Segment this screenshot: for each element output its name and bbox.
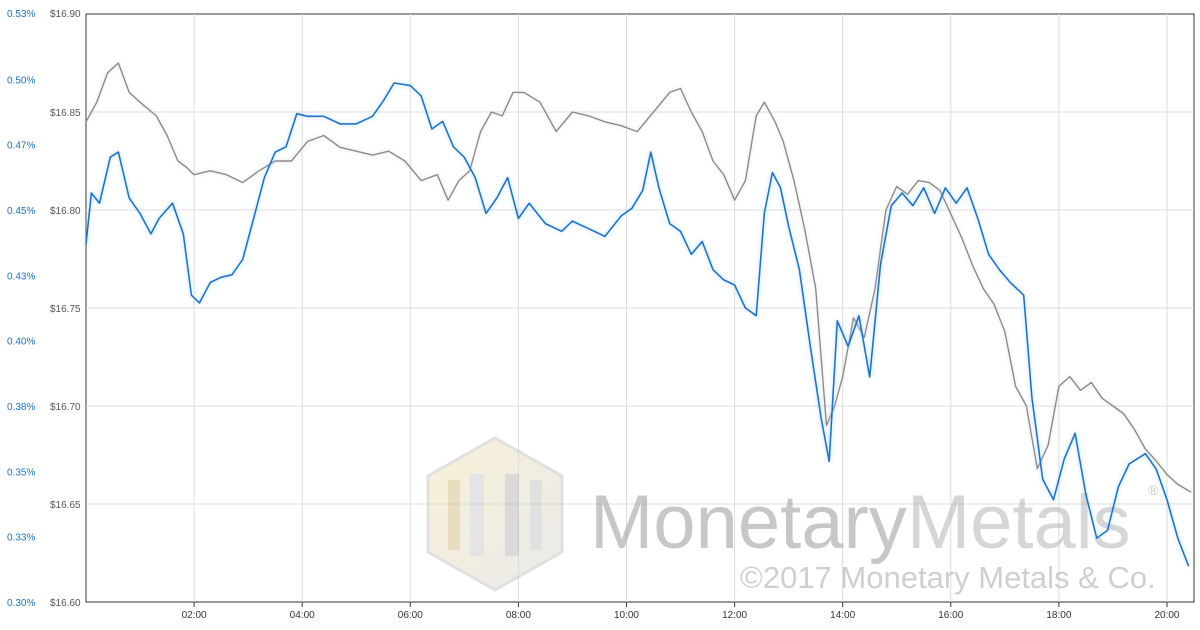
x-axis-tick-label: 12:00 bbox=[722, 610, 747, 621]
left-axis-tick-label: 0.47% bbox=[7, 141, 35, 152]
x-axis-tick-label: 02:00 bbox=[182, 610, 207, 621]
left-axis-tick-label: 0.43% bbox=[7, 271, 35, 282]
left-axis-tick-label: 0.45% bbox=[7, 206, 35, 217]
series-line-blue bbox=[85, 82, 1190, 567]
watermark-brand: MonetaryMetals bbox=[590, 480, 1131, 565]
right-axis-tick-label: $16.60 bbox=[50, 598, 81, 609]
watermark-registered: ® bbox=[1148, 482, 1159, 498]
right-axis-tick-label: $16.65 bbox=[50, 500, 81, 511]
right-axis-tick-label: $16.75 bbox=[50, 304, 81, 315]
left-axis-tick-label: 0.33% bbox=[7, 533, 35, 544]
right-axis-tick-label: $16.90 bbox=[50, 9, 81, 20]
x-axis-tick-label: 06:00 bbox=[398, 610, 423, 621]
right-axis: $16.60 $16.65 $16.70 $16.75 $16.80 $16.85 $16.… bbox=[50, 9, 81, 609]
right-axis-tick-label: $16.80 bbox=[50, 206, 81, 217]
grid bbox=[86, 14, 1194, 602]
watermark: MonetaryMetals ® ©2017 Monetary Metals &… bbox=[426, 436, 1159, 595]
left-axis-tick-label: 0.35% bbox=[7, 467, 35, 478]
series-line-gray bbox=[85, 62, 1192, 493]
left-axis-tick-label: 0.40% bbox=[7, 337, 35, 348]
watermark-copyright: ©2017 Monetary Metals & Co. bbox=[740, 560, 1156, 595]
x-axis-tick-label: 18:00 bbox=[1046, 610, 1071, 621]
left-axis: 0.30% 0.33% 0.35% 0.38% 0.40% 0.43% 0.45% 0.47%… bbox=[7, 9, 35, 609]
x-axis-tick-label: 04:00 bbox=[290, 610, 315, 621]
left-axis-tick-label: 0.30% bbox=[7, 598, 35, 609]
x-axis-tick-label: 08:00 bbox=[506, 610, 531, 621]
right-axis-tick-label: $16.70 bbox=[50, 402, 81, 413]
watermark-brand-bold: Monetary bbox=[590, 480, 907, 565]
monetary-metals-logo-icon bbox=[426, 436, 564, 592]
x-axis-tick-label: 16:00 bbox=[938, 610, 963, 621]
x-axis-tick-label: 20:00 bbox=[1154, 610, 1179, 621]
left-axis-tick-label: 0.53% bbox=[7, 9, 35, 20]
left-axis-tick-label: 0.38% bbox=[7, 402, 35, 413]
watermark-brand-light: Metals bbox=[907, 480, 1131, 565]
left-axis-tick-label: 0.50% bbox=[7, 75, 35, 86]
series bbox=[85, 62, 1192, 567]
x-axis-tick-label: 14:00 bbox=[830, 610, 855, 621]
x-axis-tick-label: 10:00 bbox=[614, 610, 639, 621]
x-axis: 02:00 04:00 06:00 08:00 10:00 12:00 14:00 16:00… bbox=[182, 602, 1180, 621]
right-axis-tick-label: $16.85 bbox=[50, 108, 81, 119]
